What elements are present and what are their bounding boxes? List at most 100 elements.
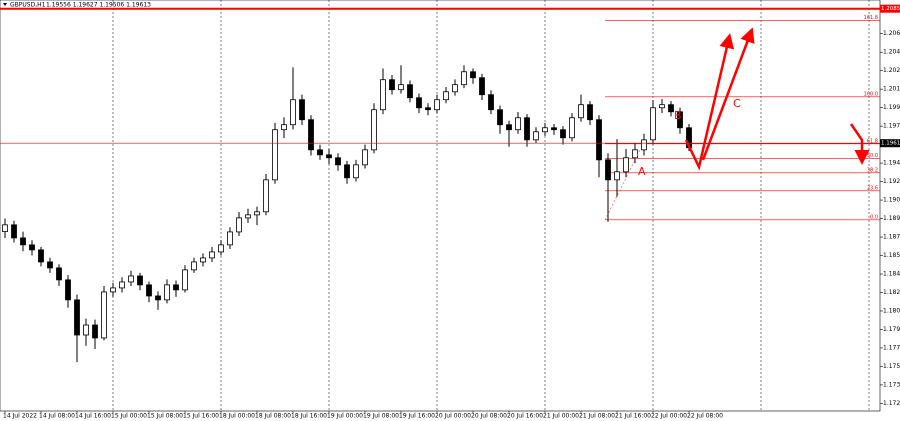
y-tick-label: 1.18070 [883, 307, 900, 314]
candle-body [308, 119, 314, 151]
fibo-label: 23.6 [867, 185, 878, 191]
candle-body [218, 244, 224, 253]
candle-body [515, 117, 521, 131]
y-tick-label: 1.17730 [883, 344, 900, 351]
x-tick-label: 22 Jul 08:00 [687, 413, 723, 420]
candle-body [488, 94, 494, 111]
y-tick-label: 1.19090 [883, 197, 900, 204]
wave-arrow [684, 33, 735, 171]
candle-body [200, 257, 206, 263]
candle-body [353, 164, 359, 179]
candle-body [11, 224, 17, 239]
y-tick-label: 1.17560 [883, 363, 900, 370]
candle-body [542, 127, 548, 133]
x-tick-label: 21 Jul 16:00 [615, 413, 651, 420]
x-tick-label: 14 Jul 2022 [3, 413, 37, 420]
candle-body [227, 231, 233, 246]
candle-body [479, 77, 485, 96]
candle-body [344, 164, 350, 179]
candle-body [245, 214, 251, 219]
candle-body [101, 291, 107, 339]
candle-body [110, 287, 116, 293]
x-tick-label: 21 Jul 08:00 [579, 413, 615, 420]
x-tick-label: 15 Jul 16:00 [183, 413, 219, 420]
candle-body [371, 109, 377, 151]
chart-subtitle: 1.19556 1.19627 1.19506 1.19613 [46, 2, 151, 9]
x-tick-label: 19 Jul 00:00 [327, 413, 363, 420]
trend-line [604, 149, 641, 221]
candle-body [137, 275, 143, 286]
candle-body [551, 127, 557, 131]
candle-body [335, 157, 341, 166]
y-tick-label: 1.18240 [883, 289, 900, 296]
chart-title: GBPUSD,H1 [10, 2, 46, 9]
candle-body [470, 71, 476, 79]
y-tick-label: 1.19770 [883, 123, 900, 130]
candle-body [641, 139, 647, 151]
y-tick-label: 1.18750 [883, 234, 900, 241]
candle-body [623, 157, 629, 173]
x-tick-label: 21 Jul 00:00 [543, 413, 579, 420]
candle-body [650, 107, 656, 141]
y-tick-label: 1.19940 [883, 104, 900, 111]
fibo-label: 161.8 [864, 15, 878, 21]
candle-body [74, 299, 80, 336]
y-tick-label: 1.17900 [883, 326, 900, 333]
candle-body [254, 211, 260, 216]
candle-body [164, 284, 170, 301]
candle-body [452, 84, 458, 93]
candle-body [56, 267, 62, 281]
fibo-label: 50.0 [867, 153, 878, 159]
y-tick-label: 1.18580 [883, 252, 900, 259]
y-tick-label: 1.20280 [883, 67, 900, 74]
candle-body [47, 261, 53, 269]
candle-body [389, 79, 395, 91]
candle-body [398, 84, 404, 91]
candle-body [497, 109, 503, 126]
y-tick-label: 1.17390 [883, 381, 900, 388]
candle-body [524, 117, 530, 141]
candle-body [362, 149, 368, 166]
x-tick-label: 19 Jul 08:00 [363, 413, 399, 420]
y-tick-label: 1.18410 [883, 271, 900, 278]
y-tick-label: 1.19430 [883, 160, 900, 167]
candle-body [182, 269, 188, 291]
wave-label: C [733, 97, 741, 110]
candle-body [605, 159, 611, 181]
y-tick-label: 1.18920 [883, 215, 900, 222]
y-tick-label: 1.19260 [883, 178, 900, 185]
x-tick-label: 20 Jul 00:00 [435, 413, 471, 420]
x-tick-label: 22 Jul 00:00 [651, 413, 687, 420]
price-tag-label: 1.20850 [881, 6, 900, 12]
y-tick-label: 1.20450 [883, 49, 900, 56]
candle-body [677, 111, 683, 129]
candle-body [173, 284, 179, 291]
candle-body [155, 295, 161, 301]
candle-body [119, 281, 125, 289]
candle-body [443, 91, 449, 101]
candle-body [668, 104, 674, 113]
x-tick-label: 18 Jul 00:00 [219, 413, 255, 420]
candle-body [38, 249, 44, 263]
candle-body [317, 149, 323, 156]
candle-body [236, 217, 242, 233]
candle-body [416, 97, 422, 109]
price-tag [880, 4, 900, 13]
candle-body [20, 237, 26, 246]
y-tick-label: 1.20620 [883, 30, 900, 37]
wave-label: A [638, 165, 646, 178]
candle-body [533, 131, 539, 141]
wave-arrow [701, 27, 755, 161]
wave-arrow [849, 123, 870, 165]
candle-body [425, 107, 431, 111]
price-tag [880, 139, 900, 148]
x-tick-label: 19 Jul 16:00 [399, 413, 435, 420]
y-tick-label: 1.20110 [883, 86, 900, 93]
symbol-menu-icon[interactable] [3, 3, 7, 6]
fibo-label: 100.0 [864, 91, 878, 97]
candle-body [578, 104, 584, 119]
fibo-label: 38.2 [867, 167, 878, 173]
candle-body [614, 171, 620, 181]
candle-body [461, 71, 467, 86]
